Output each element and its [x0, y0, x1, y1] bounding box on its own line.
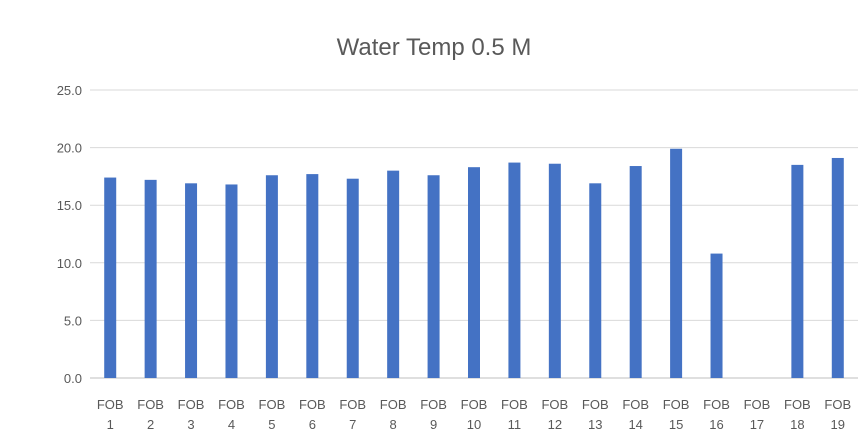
bar: [346, 178, 359, 378]
x-tick-label: 13: [588, 417, 602, 432]
x-tick-label: 8: [390, 417, 397, 432]
bar: [225, 184, 238, 378]
bar: [791, 164, 804, 378]
x-tick-label: 11: [508, 417, 522, 432]
bar: [629, 166, 642, 378]
bar: [427, 175, 440, 378]
x-tick-label: 6: [309, 417, 316, 432]
x-tick-label: 12: [548, 417, 562, 432]
x-tick-label: 10: [467, 417, 481, 432]
x-tick-label: FOB: [663, 397, 690, 412]
x-tick-label: 17: [750, 417, 764, 432]
bar: [104, 177, 117, 378]
x-tick-label: 18: [790, 417, 804, 432]
x-tick-label: 1: [107, 417, 114, 432]
bar: [144, 179, 157, 378]
x-tick-label: FOB: [824, 397, 851, 412]
x-tick-label: 19: [831, 417, 845, 432]
x-tick-label: 2: [147, 417, 154, 432]
x-tick-label: 4: [228, 417, 235, 432]
x-tick-label: FOB: [420, 397, 447, 412]
x-tick-label: FOB: [582, 397, 609, 412]
y-tick-label: 5.0: [64, 313, 82, 328]
bar: [306, 174, 319, 378]
x-tick-label: FOB: [703, 397, 730, 412]
x-tick-label: FOB: [339, 397, 366, 412]
bar: [185, 183, 198, 378]
x-tick-label: FOB: [784, 397, 811, 412]
x-tick-label: 15: [669, 417, 683, 432]
x-tick-label: FOB: [137, 397, 164, 412]
bar: [387, 170, 400, 378]
x-tick-label: FOB: [380, 397, 407, 412]
bar: [670, 148, 683, 378]
x-tick-label: FOB: [259, 397, 286, 412]
x-tick-label: 9: [430, 417, 437, 432]
x-tick-label: 16: [709, 417, 723, 432]
bar: [831, 157, 844, 378]
bar: [468, 167, 480, 378]
y-tick-label: 25.0: [57, 83, 82, 98]
x-tick-label: 14: [628, 417, 642, 432]
x-tick-label: FOB: [218, 397, 245, 412]
x-tick-label: 5: [268, 417, 275, 432]
bar: [265, 175, 278, 378]
y-tick-label: 20.0: [57, 141, 82, 156]
x-tick-label: FOB: [501, 397, 528, 412]
x-tick-label: FOB: [461, 397, 488, 412]
bar: [589, 183, 602, 378]
bar: [710, 253, 723, 378]
chart-title: Water Temp 0.5 M: [336, 34, 532, 61]
bar: [548, 163, 561, 378]
y-tick-label: 15.0: [57, 198, 82, 213]
x-tick-label: FOB: [97, 397, 124, 412]
y-tick-label: 0.0: [64, 371, 82, 386]
x-tick-label: FOB: [622, 397, 649, 412]
y-tick-label: 10.0: [57, 256, 82, 271]
bar: [508, 162, 521, 378]
x-tick-label: FOB: [299, 397, 326, 412]
x-tick-label: 7: [349, 417, 356, 432]
x-tick-label: FOB: [744, 397, 771, 412]
x-tick-label: 3: [187, 417, 194, 432]
x-tick-label: FOB: [541, 397, 568, 412]
x-tick-label: FOB: [178, 397, 205, 412]
